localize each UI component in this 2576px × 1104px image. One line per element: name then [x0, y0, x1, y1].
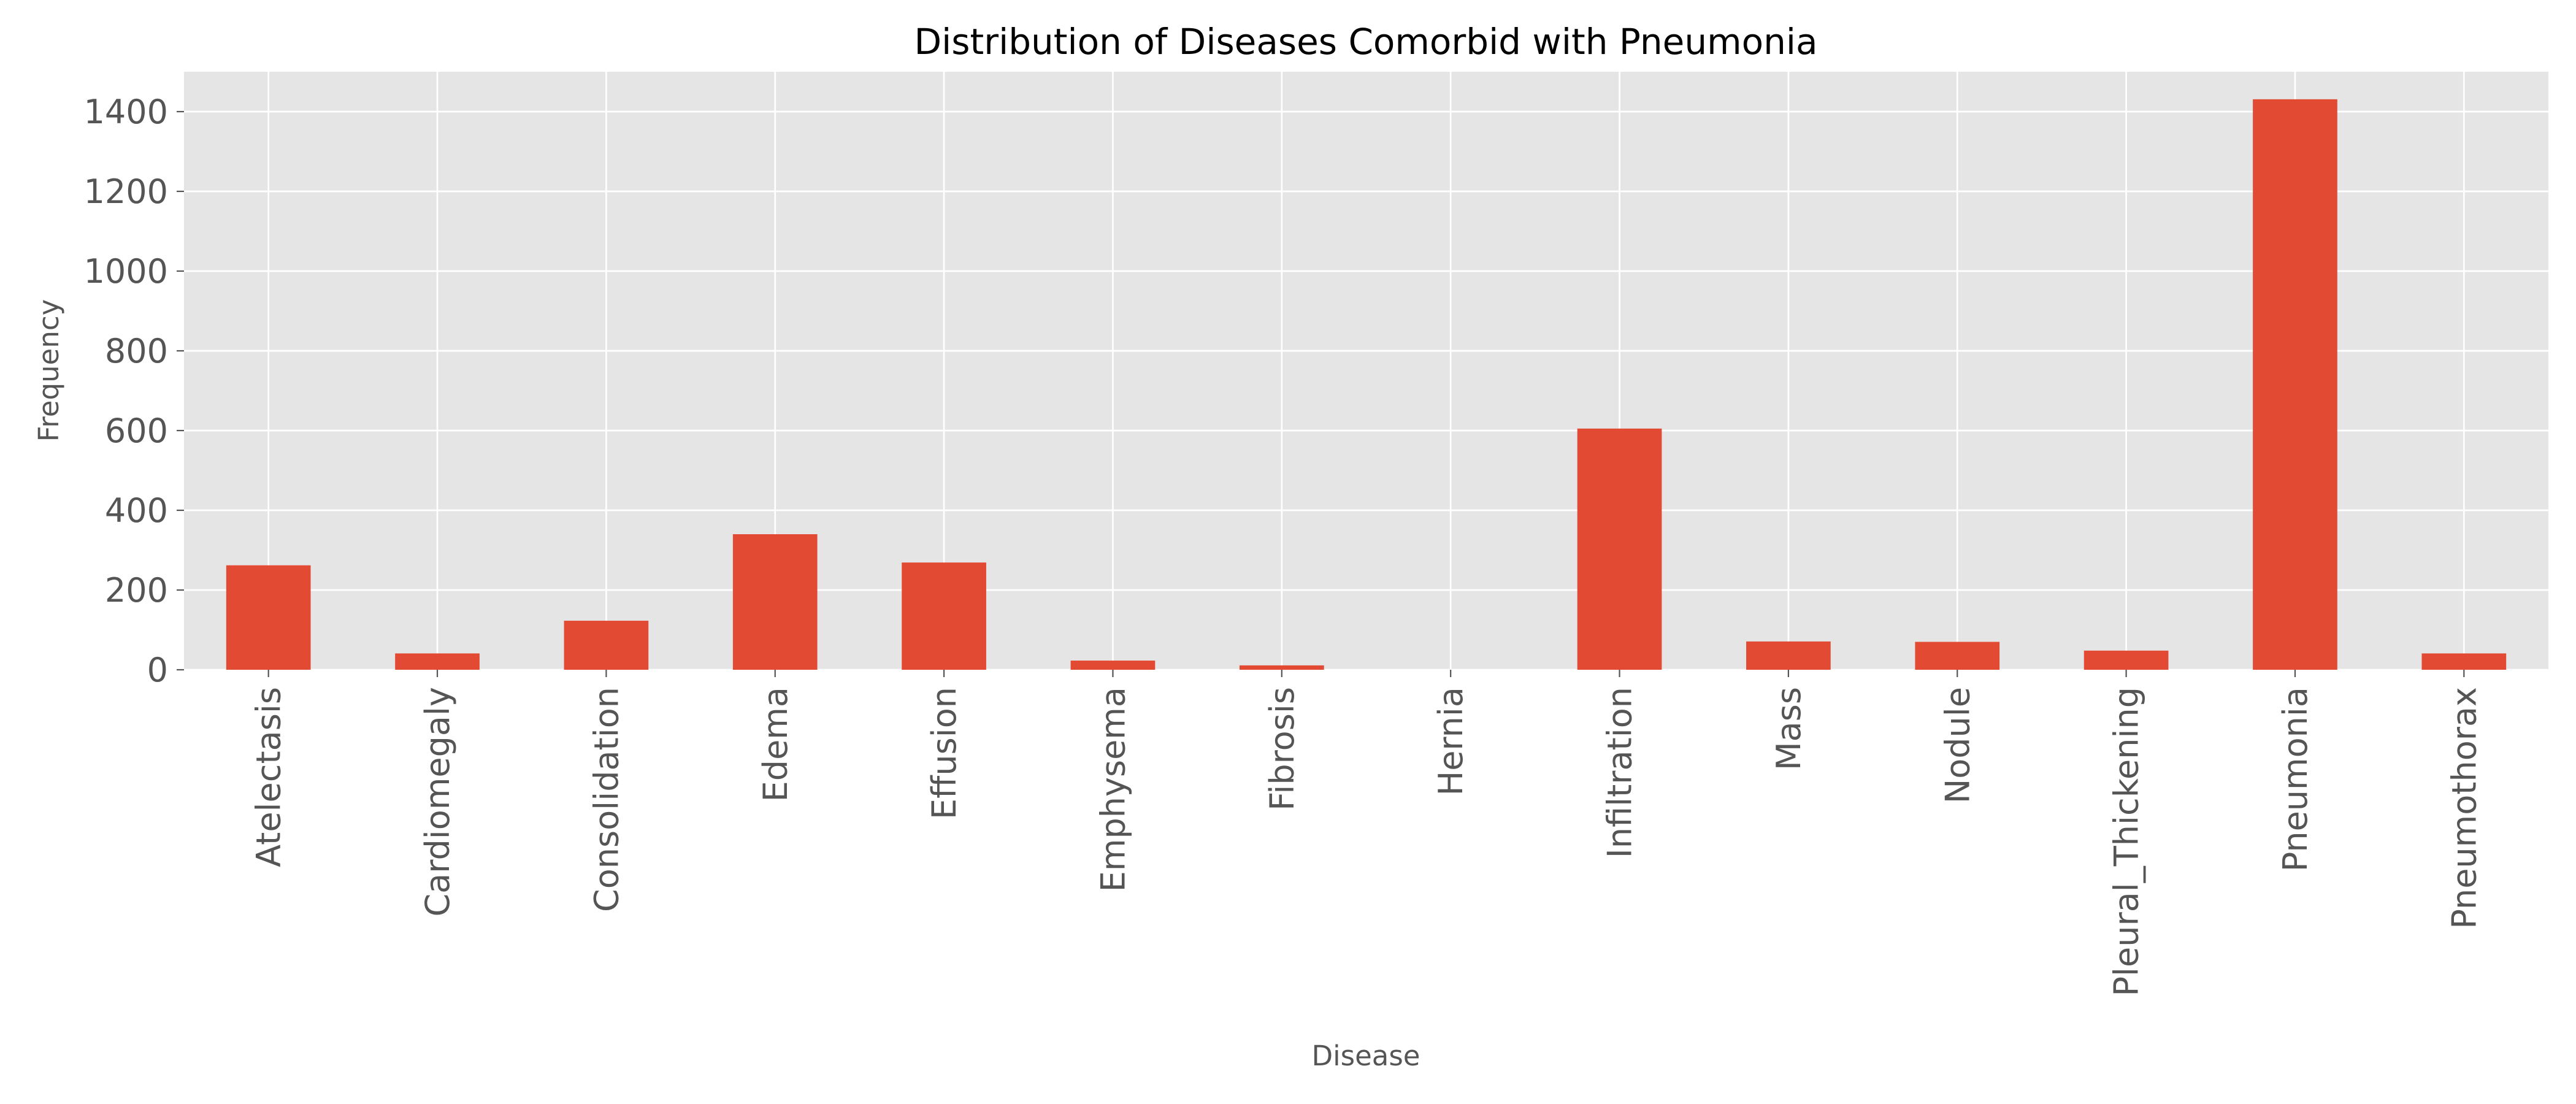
tick-layer: 0 200 400 600 800 1000 1200 1400 Atelectasis Card… — [84, 93, 2484, 997]
bar-fibrosis — [1239, 665, 1324, 670]
bar-pleural-thickening — [2083, 650, 2169, 670]
y-tick-label: 1400 — [84, 93, 168, 131]
x-tick-label: Cardiomegaly — [418, 687, 457, 917]
bar-pneumothorax — [2421, 653, 2507, 670]
grid-layer — [184, 72, 2548, 671]
bar-edema — [732, 534, 818, 670]
bar-cardiomegaly — [395, 653, 480, 670]
x-tick-label: Hernia — [1432, 687, 1470, 795]
y-tick-label: 600 — [105, 412, 168, 450]
bar-layer — [226, 99, 2507, 670]
plot-area — [184, 72, 2548, 670]
x-tick-label: Pneumonia — [2276, 687, 2315, 872]
bar-consolidation — [564, 621, 649, 670]
x-tick-label: Emphysema — [1094, 687, 1132, 892]
y-tick-label: 400 — [105, 491, 168, 530]
x-tick-label: Effusion — [925, 687, 964, 819]
x-tick-label: Consolidation — [587, 687, 626, 912]
x-tick-label: Atelectasis — [250, 687, 288, 867]
x-tick-label: Fibrosis — [1263, 687, 1301, 811]
x-tick-label: Nodule — [1938, 687, 1977, 803]
x-tick-label: Mass — [1769, 687, 1808, 770]
bar-nodule — [1915, 642, 2000, 670]
bar-infiltration — [1577, 428, 1662, 670]
y-axis-label: Frequency — [33, 299, 65, 442]
y-tick-label: 800 — [105, 332, 168, 370]
y-tick-label: 1200 — [84, 172, 168, 211]
x-axis-label: Disease — [1312, 1040, 1420, 1072]
chart-title: Distribution of Diseases Comorbid with P… — [914, 21, 1818, 63]
bar-atelectasis — [226, 565, 311, 670]
x-tick-label: Pleural_Thickening — [2107, 687, 2146, 997]
y-tick-label: 200 — [105, 571, 168, 610]
y-tick-label: 1000 — [84, 252, 168, 291]
x-tick-label: Pneumothorax — [2445, 687, 2483, 929]
bar-emphysema — [1070, 661, 1156, 670]
y-tick-label: 0 — [147, 651, 168, 689]
bar-effusion — [902, 562, 986, 670]
bar-pneumonia — [2253, 99, 2337, 670]
x-tick-label: Infiltration — [1601, 687, 1639, 858]
x-tick-label: Edema — [756, 687, 795, 802]
bar-mass — [1746, 641, 1831, 670]
